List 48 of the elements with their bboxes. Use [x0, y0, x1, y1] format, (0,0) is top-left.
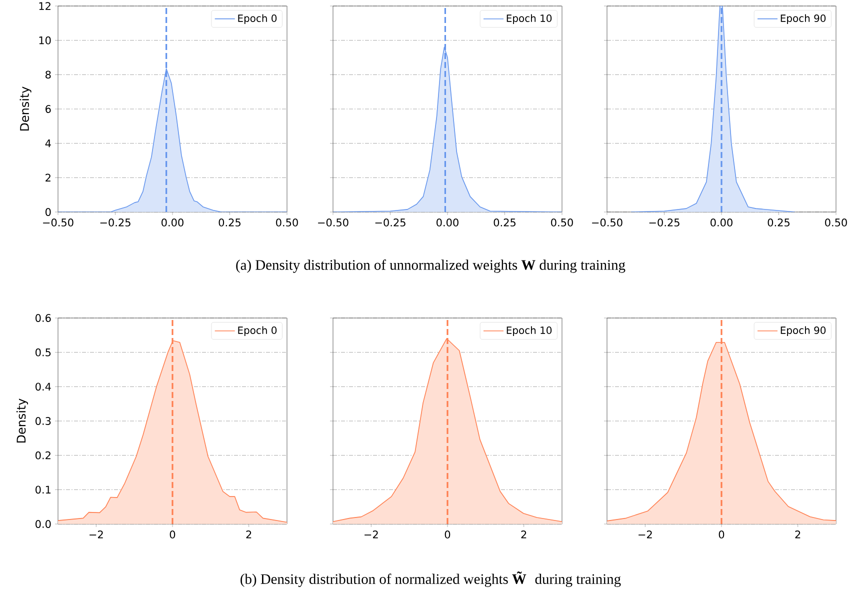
- y-tick-label: 6: [46, 105, 51, 113]
- x-tick-label: 0: [170, 530, 176, 538]
- legend-label: Epoch 0: [238, 326, 277, 336]
- x-tick-label: 0.25: [218, 218, 240, 226]
- text: (a) Density distribution of unnormalized weights W during training: [236, 260, 626, 273]
- x-tick-label: 0.50: [551, 218, 573, 226]
- y-tick-label: 8: [46, 70, 51, 79]
- y-axis-title: Density: [16, 398, 28, 443]
- x-tick-label: 0.50: [825, 218, 847, 226]
- y-tick-label: 0.1: [36, 486, 51, 494]
- y-tick-label: 0: [46, 208, 51, 216]
- x-tick-label: −0.50: [592, 218, 622, 226]
- y-tick-label: 0.5: [36, 348, 51, 356]
- legend-label: Epoch 10: [506, 326, 552, 336]
- y-tick-label: 4: [45, 140, 51, 148]
- x-tick-label: −0.50: [43, 218, 74, 226]
- x-tick-label: 0.25: [768, 218, 790, 226]
- y-tick-label: 2: [46, 174, 50, 182]
- x-tick-label: −2: [90, 530, 103, 538]
- text: (b) Density distribution of normalized weights W̃ during training: [240, 572, 621, 587]
- y-tick-label: 0.3: [36, 417, 51, 425]
- y-tick-label: 0.2: [36, 451, 50, 460]
- legend-label: Epoch 90: [780, 14, 826, 24]
- x-tick-label: 0.00: [162, 218, 184, 226]
- y-tick-label: 0.4: [36, 382, 51, 391]
- x-tick-label: −2: [638, 530, 652, 538]
- y-tick-label: 0.0: [36, 520, 51, 528]
- legend-label: Epoch 10: [506, 14, 552, 24]
- x-tick-label: −2: [364, 530, 378, 538]
- legend-label: Epoch 0: [238, 14, 277, 24]
- y-tick-label: 12: [39, 2, 50, 10]
- y-axis-title: Density: [20, 86, 32, 131]
- x-tick-label: 2: [521, 530, 526, 538]
- x-tick-label: 0.25: [494, 218, 516, 226]
- x-tick-label: −0.25: [649, 218, 680, 226]
- x-tick-label: −0.25: [100, 218, 130, 226]
- y-tick-label: 10: [39, 36, 51, 44]
- x-tick-label: 0.00: [710, 218, 732, 226]
- x-tick-label: −0.25: [375, 218, 406, 226]
- x-tick-label: 0: [444, 530, 450, 538]
- y-tick-label: 0.6: [36, 314, 51, 322]
- x-tick-label: 0.00: [436, 218, 458, 226]
- x-tick-label: 2: [795, 530, 800, 538]
- legend-label: Epoch 90: [780, 326, 826, 336]
- x-tick-label: 0.50: [276, 218, 298, 226]
- x-tick-label: 0: [718, 530, 724, 538]
- x-tick-label: 2: [246, 530, 252, 538]
- x-tick-label: −0.50: [318, 218, 348, 226]
